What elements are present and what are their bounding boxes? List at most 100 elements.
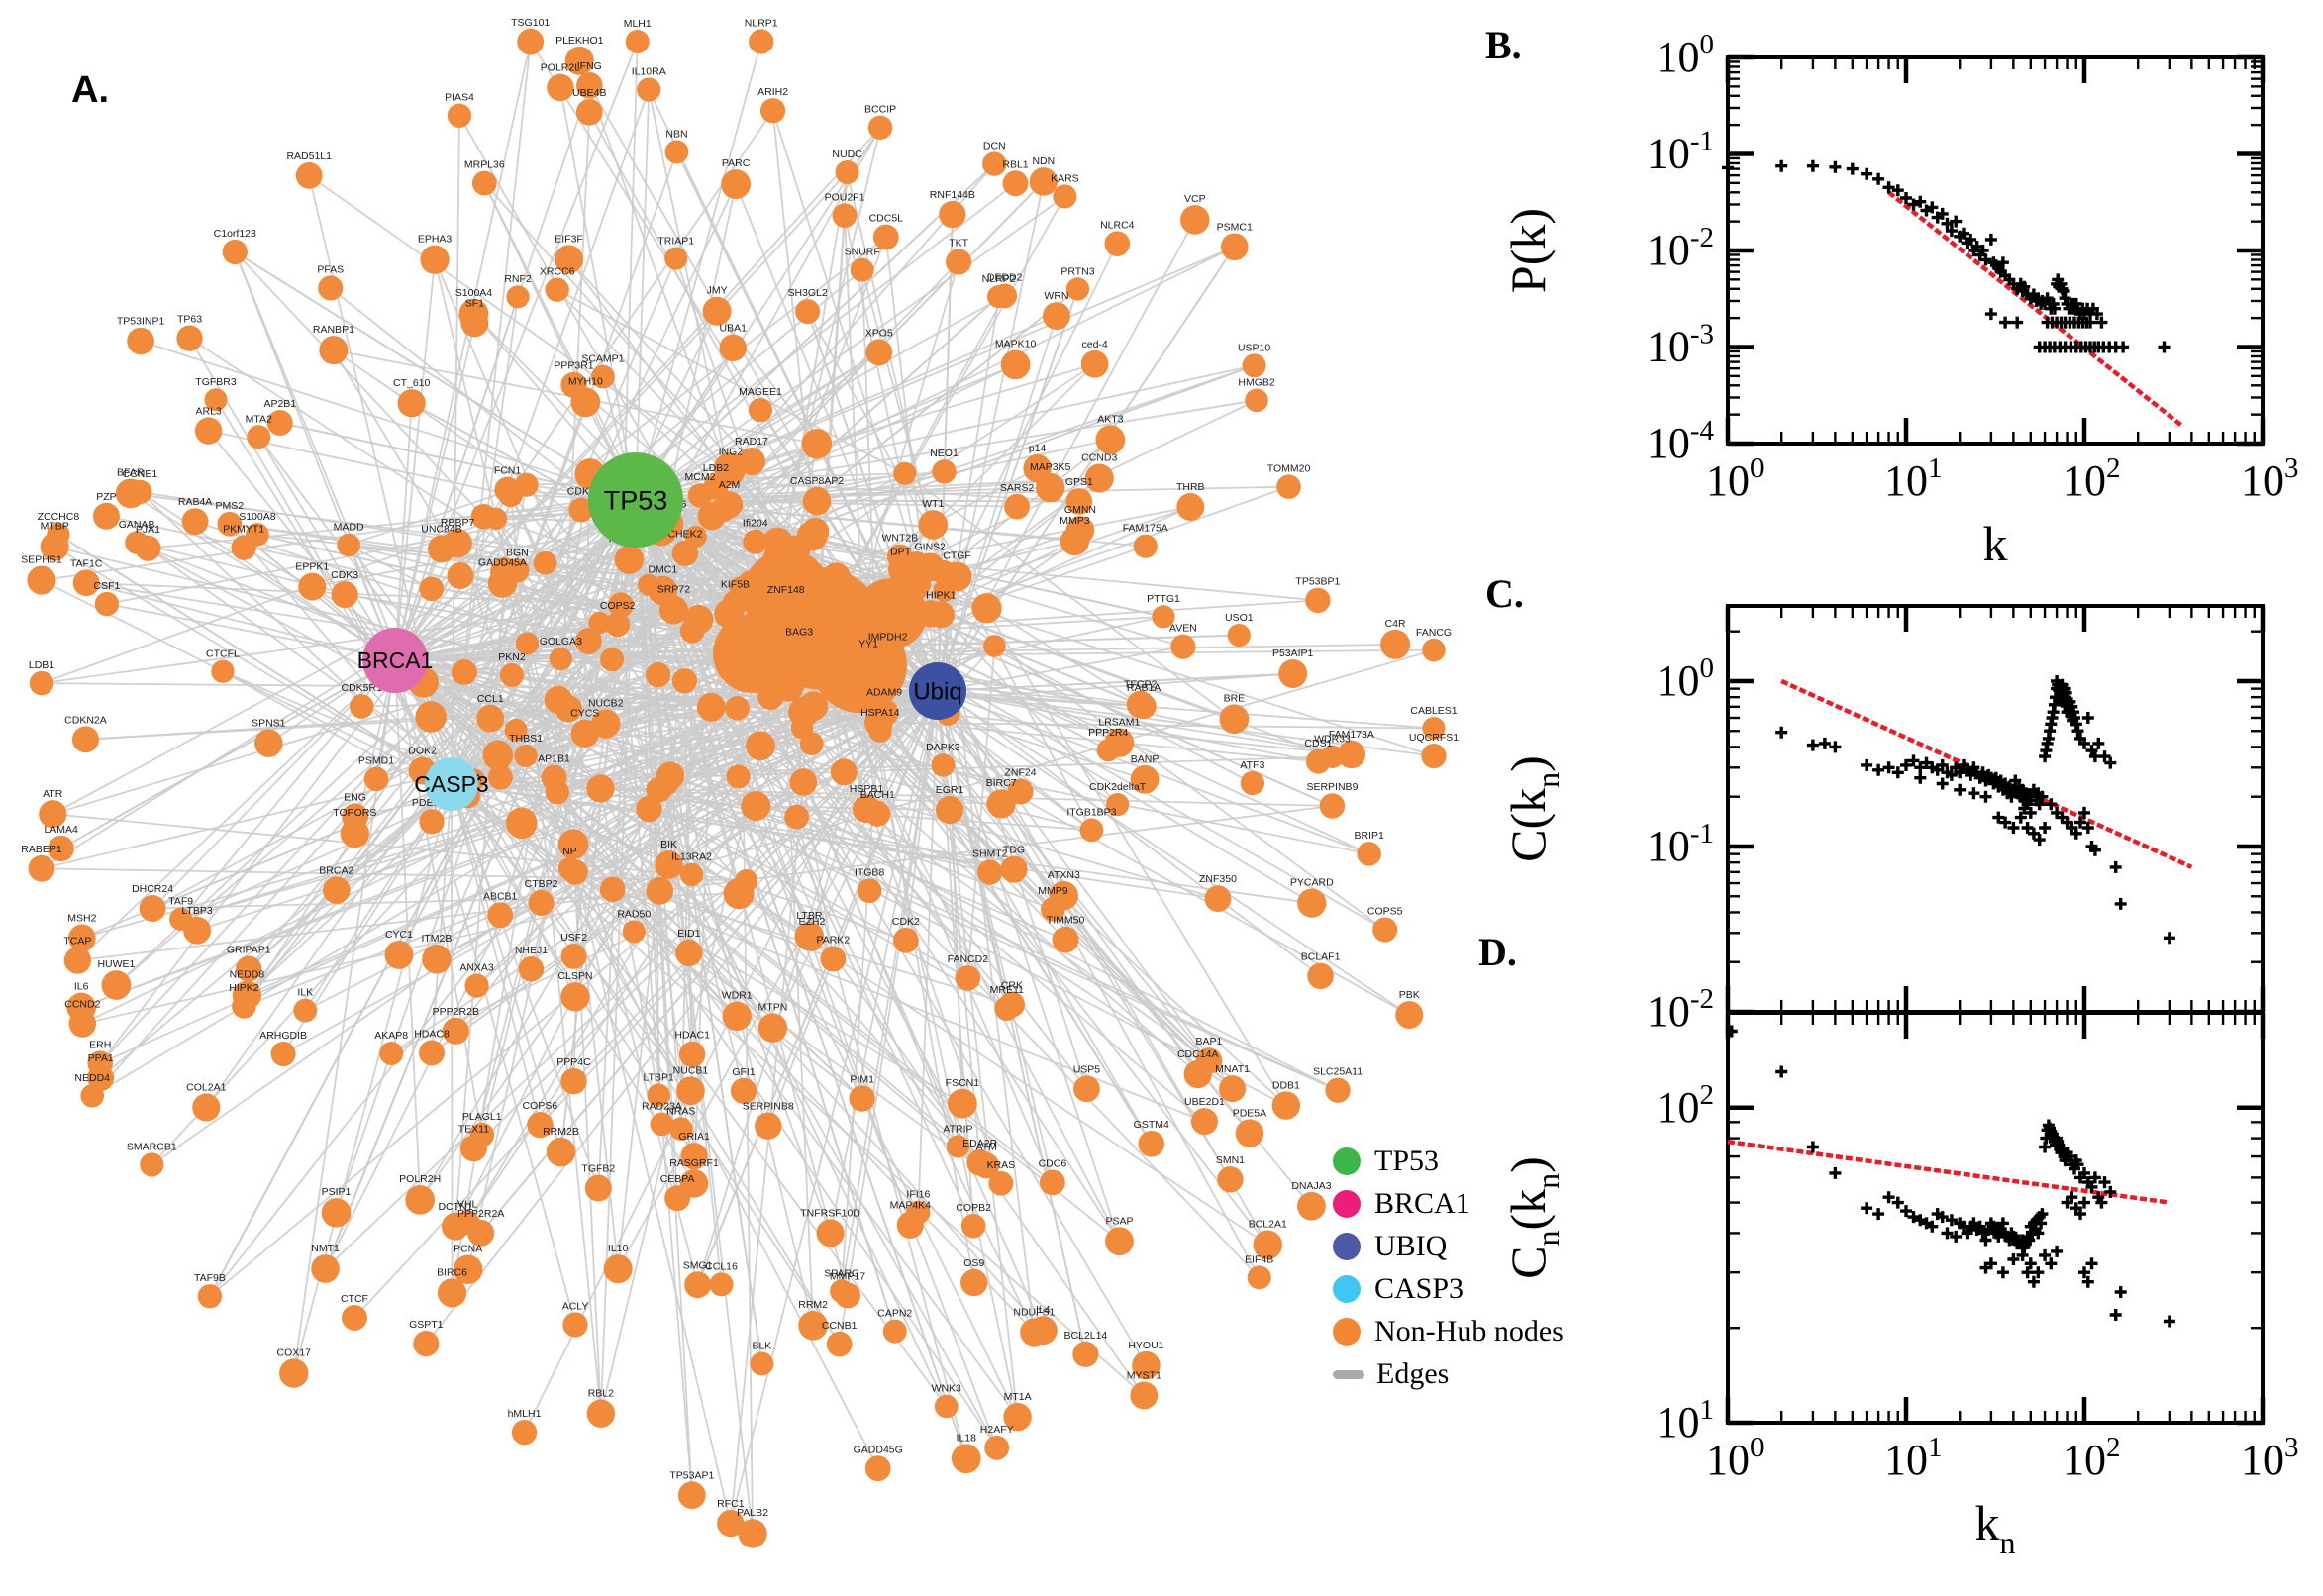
legend-label: CASP3 (1374, 1272, 1464, 1305)
network-node-label: BGN (506, 547, 529, 558)
axis-ticks (1725, 606, 2266, 1015)
network-node (586, 1399, 616, 1428)
network-nodes (27, 28, 1447, 1548)
hub-brca1: BRCA1 (357, 628, 433, 693)
network-node-label: P53AIP1 (1272, 648, 1314, 659)
network-node (1052, 926, 1079, 953)
network-node-label: PMS2 (216, 500, 245, 512)
network-node-label: GPS1 (1065, 476, 1093, 488)
network-node-label: CLSPN (557, 970, 592, 982)
network-node (222, 239, 248, 265)
network-node (1306, 748, 1331, 774)
network-node (564, 46, 594, 75)
network-node (413, 1330, 440, 1357)
network-node-label: LTBR (796, 910, 822, 922)
network-node (835, 160, 859, 184)
network-node (946, 1135, 970, 1158)
network-node-label: FCN1 (494, 465, 522, 477)
network-node-label: CCND2 (64, 998, 100, 1010)
network-node (992, 283, 1018, 309)
network-node (115, 478, 146, 509)
network-node (560, 371, 587, 398)
legend-item-brca1: BRCA1 (1333, 1187, 1564, 1221)
network-node-label: DEDD2 (987, 271, 1023, 283)
network-node (1235, 1119, 1264, 1147)
network-node-label: COPS5 (1367, 905, 1403, 917)
plot-frame (1726, 55, 2265, 446)
network-node-label: USO1 (1225, 612, 1254, 624)
network-node-label: COX17 (277, 1347, 312, 1358)
network-node (1039, 1169, 1065, 1196)
network-node (1227, 623, 1251, 648)
network-node-label: EGR1 (936, 784, 964, 796)
network-node (1080, 349, 1109, 378)
network-node-label: DCN (983, 140, 1006, 151)
network-node (125, 531, 149, 554)
network-node-label: CASP8AP2 (790, 475, 844, 487)
network-node-label: SMG1 (683, 1259, 713, 1271)
network-node-label: COL2A1 (186, 1081, 226, 1093)
ubiq-swatch-icon (1333, 1233, 1361, 1260)
network-node-label: TOMM20 (1267, 462, 1311, 474)
plot-c: 100 10-1 10-2 C(kn) (1500, 604, 2266, 1036)
network-node-label: PSMC1 (1217, 221, 1253, 233)
network-node-label: TAF9B (194, 1272, 226, 1284)
network-node (864, 800, 891, 827)
network-node (873, 643, 902, 672)
network-node (927, 601, 955, 629)
network-node-label: PBK (1399, 989, 1420, 1001)
network-node-label: ING2 (719, 446, 744, 457)
y-tick-label: 101 (1657, 1394, 1715, 1446)
network-node-label: CDS1 (1304, 738, 1332, 749)
network-node (194, 417, 223, 445)
network-node-label: OS9 (963, 1257, 984, 1269)
network-node-label: XRCC6 (540, 265, 575, 277)
network-node-label: TGFB2 (581, 1162, 615, 1174)
network-node (678, 1041, 706, 1068)
network-node-label: SCAMP1 (581, 353, 624, 365)
network-node-label: HMGB2 (1238, 377, 1275, 389)
network-node-label: USP10 (1238, 342, 1270, 353)
network-node-label: RAD50 (617, 908, 651, 920)
network-node-label: HDAC1 (674, 1030, 710, 1042)
network-node (675, 939, 703, 967)
network-node (555, 245, 584, 274)
network-node (892, 927, 919, 953)
network-node (1253, 1230, 1283, 1260)
network-node-label: GOLGA3 (540, 636, 582, 648)
network-node-label: IL4 (1036, 1304, 1051, 1316)
network-node-label: S100A4 (455, 287, 493, 299)
network-node (1028, 1316, 1058, 1346)
network-node-label: TFCP2 (1124, 679, 1157, 691)
edge-swatch-icon (1333, 1369, 1364, 1379)
network-node-label: RAD23A (642, 1101, 682, 1113)
network-node (39, 800, 67, 829)
network-node (342, 803, 368, 831)
network-node (679, 862, 704, 887)
network-node-label: C4R (1385, 618, 1406, 630)
network-node (1065, 277, 1090, 301)
network-node (1219, 704, 1250, 735)
network-node-label: UBE2D1 (1184, 1096, 1225, 1108)
network-node (557, 856, 581, 880)
network-node-label: KRAS (987, 1159, 1016, 1171)
network-node-label: AP1B1 (538, 753, 570, 765)
network-node-label: PARK2 (817, 935, 851, 947)
network-node (342, 1305, 367, 1331)
network-node-label: MMP3 (1060, 515, 1089, 527)
network-node (650, 1112, 674, 1137)
network-node (882, 1319, 907, 1344)
x-tick-label: 100 (1706, 1432, 1765, 1484)
network-node-label: NMT1 (311, 1243, 340, 1254)
network-node-label: GSPT1 (409, 1319, 444, 1331)
scatter-points (1722, 159, 2171, 353)
network-node (850, 257, 874, 282)
network-node (677, 1481, 706, 1510)
network-node-label: p14 (1029, 443, 1047, 454)
network-node (676, 1076, 705, 1106)
hub-ubiq: Ubiq (909, 662, 966, 720)
network-node (918, 510, 949, 540)
y-tick-label: 10-1 (1647, 818, 1714, 870)
network-node (1204, 885, 1232, 913)
network-node (1247, 1265, 1271, 1290)
